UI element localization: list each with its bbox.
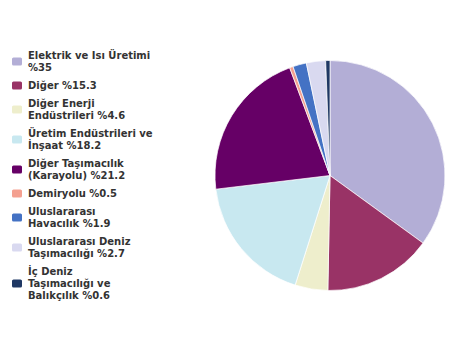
svg-text:Havacılık %1.9: Havacılık %1.9 [28, 218, 111, 229]
svg-text:(Karayolu) %21.2: (Karayolu) %21.2 [28, 170, 125, 181]
svg-text:İnşaat %18.2: İnşaat %18.2 [28, 138, 101, 151]
svg-text:%35: %35 [28, 62, 52, 73]
svg-text:Üretim Endüstrileri ve: Üretim Endüstrileri ve [28, 126, 156, 139]
svg-text:Demiryolu %0.5: Demiryolu %0.5 [28, 188, 117, 199]
svg-text:Diğer Enerji: Diğer Enerji [28, 98, 98, 109]
svg-text:Diğer %15.3: Diğer %15.3 [28, 80, 97, 91]
svg-text:Taşımacılığı %2.7: Taşımacılığı %2.7 [28, 248, 125, 259]
svg-text:Diğer Taşımacılık: Diğer Taşımacılık [28, 158, 127, 169]
svg-text:Uluslararası: Uluslararası [28, 206, 99, 217]
svg-text:Balıkçılık %0.6: Balıkçılık %0.6 [28, 290, 110, 301]
svg-text:Endüstrileri %4.6: Endüstrileri %4.6 [28, 110, 125, 121]
svg-text:Elektrik ve Isı Üretimi: Elektrik ve Isı Üretimi [28, 48, 154, 61]
svg-text:İç Deniz: İç Deniz [28, 264, 76, 277]
svg-text:Uluslararası Deniz: Uluslararası Deniz [28, 236, 134, 247]
svg-text:Taşımacılığı ve: Taşımacılığı ve [28, 278, 114, 289]
